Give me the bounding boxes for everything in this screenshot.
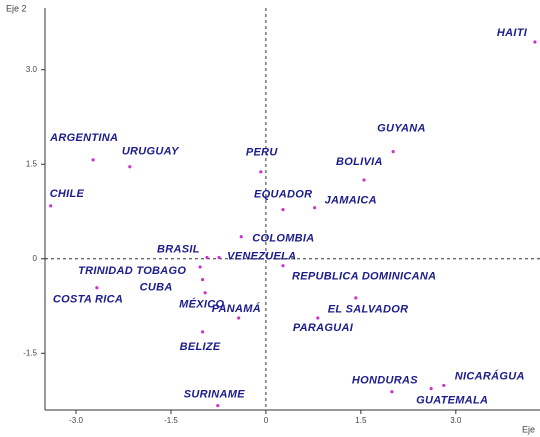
point xyxy=(281,264,285,268)
point-label: NICARÁGUA xyxy=(455,369,525,382)
point xyxy=(313,206,317,210)
point xyxy=(198,265,202,269)
point-label: GUATEMALA xyxy=(416,394,488,406)
point-label: PERU xyxy=(246,147,279,159)
point-label: HONDURAS xyxy=(352,375,418,387)
point-label: COLOMBIA xyxy=(252,233,314,245)
point xyxy=(237,316,241,320)
point xyxy=(239,235,243,239)
point xyxy=(442,383,446,388)
point xyxy=(362,178,366,182)
point-label: COSTA RICA xyxy=(53,294,123,306)
point-label: BELIZE xyxy=(180,341,221,353)
point-label: TRINIDAD TOBAGO xyxy=(78,265,186,277)
point xyxy=(201,277,205,282)
point-label: SURINAME xyxy=(184,388,245,400)
point xyxy=(205,255,209,260)
x-tick-label: 0 xyxy=(264,416,269,425)
point xyxy=(391,150,395,154)
y-tick-label: 3.0 xyxy=(26,65,38,74)
point-label: PANAMÁ xyxy=(212,302,261,315)
point-label: CHILE xyxy=(50,188,85,200)
y-axis-label: Eje 2 xyxy=(6,3,27,13)
y-tick-label: 1.5 xyxy=(26,159,38,168)
point xyxy=(91,158,95,162)
point-label: HAITI xyxy=(497,27,528,39)
point xyxy=(281,208,285,212)
point-label: PARAGUAI xyxy=(293,322,354,334)
point xyxy=(259,170,263,174)
point xyxy=(316,316,320,320)
x-tick-label: 1.5 xyxy=(355,416,367,425)
point-label: GUYANA xyxy=(377,123,426,135)
x-tick-label: -1.5 xyxy=(164,416,178,425)
point-label: CUBA xyxy=(140,281,173,293)
point xyxy=(429,386,433,391)
x-tick-label: 3.0 xyxy=(450,416,462,425)
x-tick-label: -3.0 xyxy=(69,416,83,425)
point-label: URUGUAY xyxy=(122,146,180,158)
point xyxy=(390,390,394,394)
point-label: ARGENTINA xyxy=(49,132,118,144)
point-label: JAMAICA xyxy=(325,195,377,207)
point xyxy=(217,255,221,260)
point xyxy=(533,40,537,44)
point-label: REPUBLICA DOMINICANA xyxy=(292,271,436,283)
point-label: MÉXICO xyxy=(179,298,224,311)
point xyxy=(49,204,53,208)
point-label: VENEZUELA xyxy=(227,250,296,262)
point xyxy=(128,165,132,169)
point xyxy=(354,296,358,300)
point-label: BRASIL xyxy=(157,243,200,255)
y-tick-label: 0 xyxy=(33,254,38,263)
point xyxy=(201,330,205,334)
point-label: EQUADOR xyxy=(254,189,312,201)
x-axis-label: Eje xyxy=(522,424,535,434)
point-label: EL SALVADOR xyxy=(328,304,409,316)
point-label: BOLIVIA xyxy=(336,156,383,168)
y-tick-label: -1.5 xyxy=(23,348,37,357)
point xyxy=(216,403,220,408)
point xyxy=(203,291,207,295)
point xyxy=(95,286,99,290)
